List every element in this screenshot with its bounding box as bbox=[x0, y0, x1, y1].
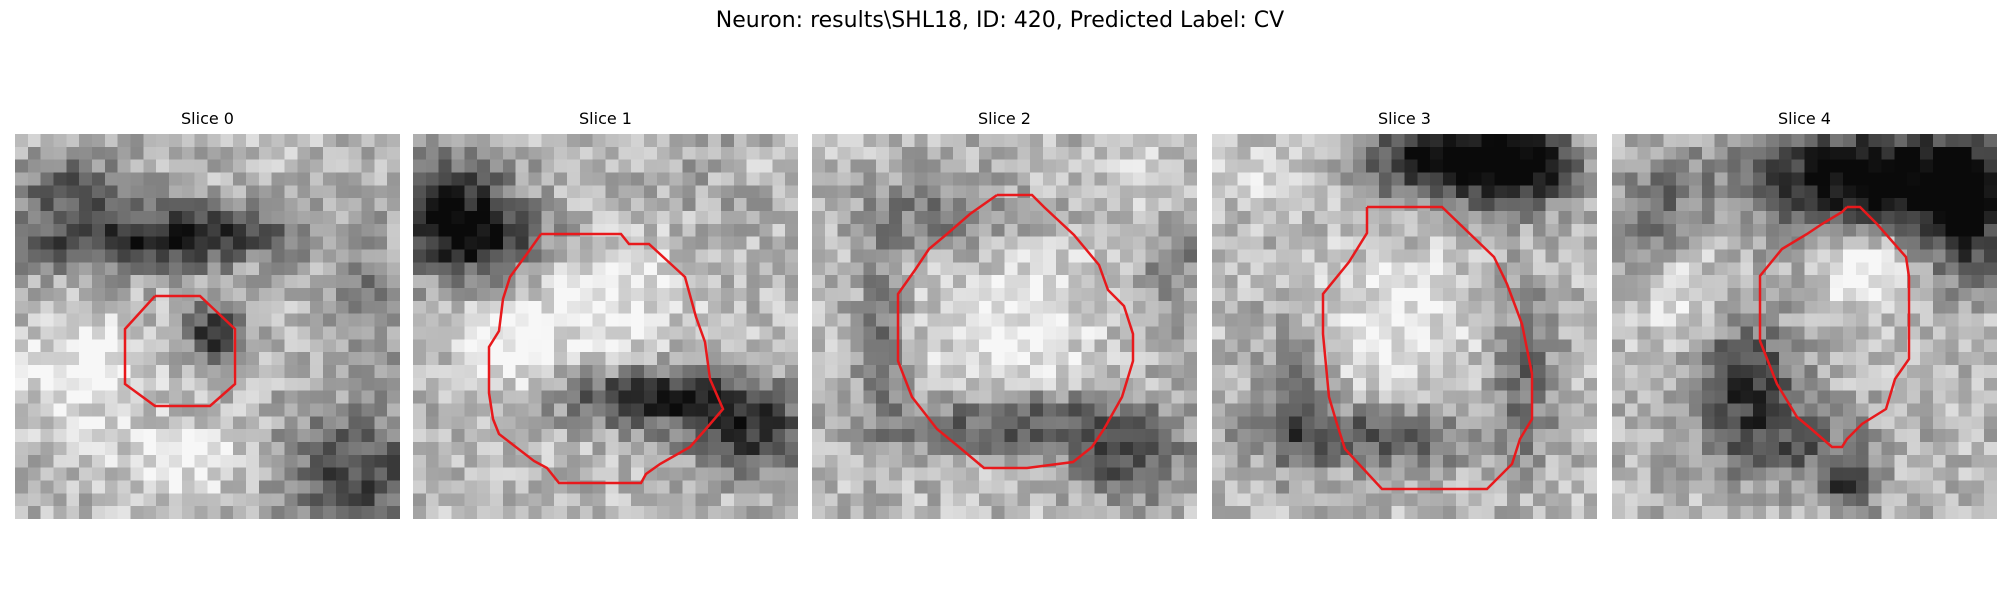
slice-title: Slice 4 bbox=[1778, 109, 1831, 128]
roi-contour bbox=[487, 232, 725, 485]
roi-contour bbox=[123, 294, 237, 408]
slice-image bbox=[15, 134, 400, 519]
slice-title: Slice 3 bbox=[1378, 109, 1431, 128]
microscopy-image bbox=[413, 134, 798, 519]
roi-contour bbox=[1758, 205, 1911, 449]
slice-panel-3: Slice 3 bbox=[1212, 108, 1597, 519]
slice-panel-4: Slice 4 bbox=[1612, 108, 1997, 519]
slice-title: Slice 0 bbox=[181, 109, 234, 128]
roi-contour bbox=[1321, 205, 1534, 491]
slice-title: Slice 2 bbox=[978, 109, 1031, 128]
slice-panel-1: Slice 1 bbox=[413, 108, 798, 519]
slice-image bbox=[413, 134, 798, 519]
microscopy-image bbox=[1612, 134, 1997, 519]
microscopy-image bbox=[812, 134, 1197, 519]
microscopy-image bbox=[1212, 134, 1597, 519]
slice-panel-2: Slice 2 bbox=[812, 108, 1197, 519]
slice-title: Slice 1 bbox=[579, 109, 632, 128]
microscopy-image bbox=[15, 134, 400, 519]
slice-image bbox=[1612, 134, 1997, 519]
figure-title: Neuron: results\SHL18, ID: 420, Predicte… bbox=[715, 8, 1285, 33]
slice-panel-0: Slice 0 bbox=[15, 108, 400, 519]
slice-image bbox=[812, 134, 1197, 519]
roi-contour bbox=[896, 193, 1135, 470]
slice-image bbox=[1212, 134, 1597, 519]
